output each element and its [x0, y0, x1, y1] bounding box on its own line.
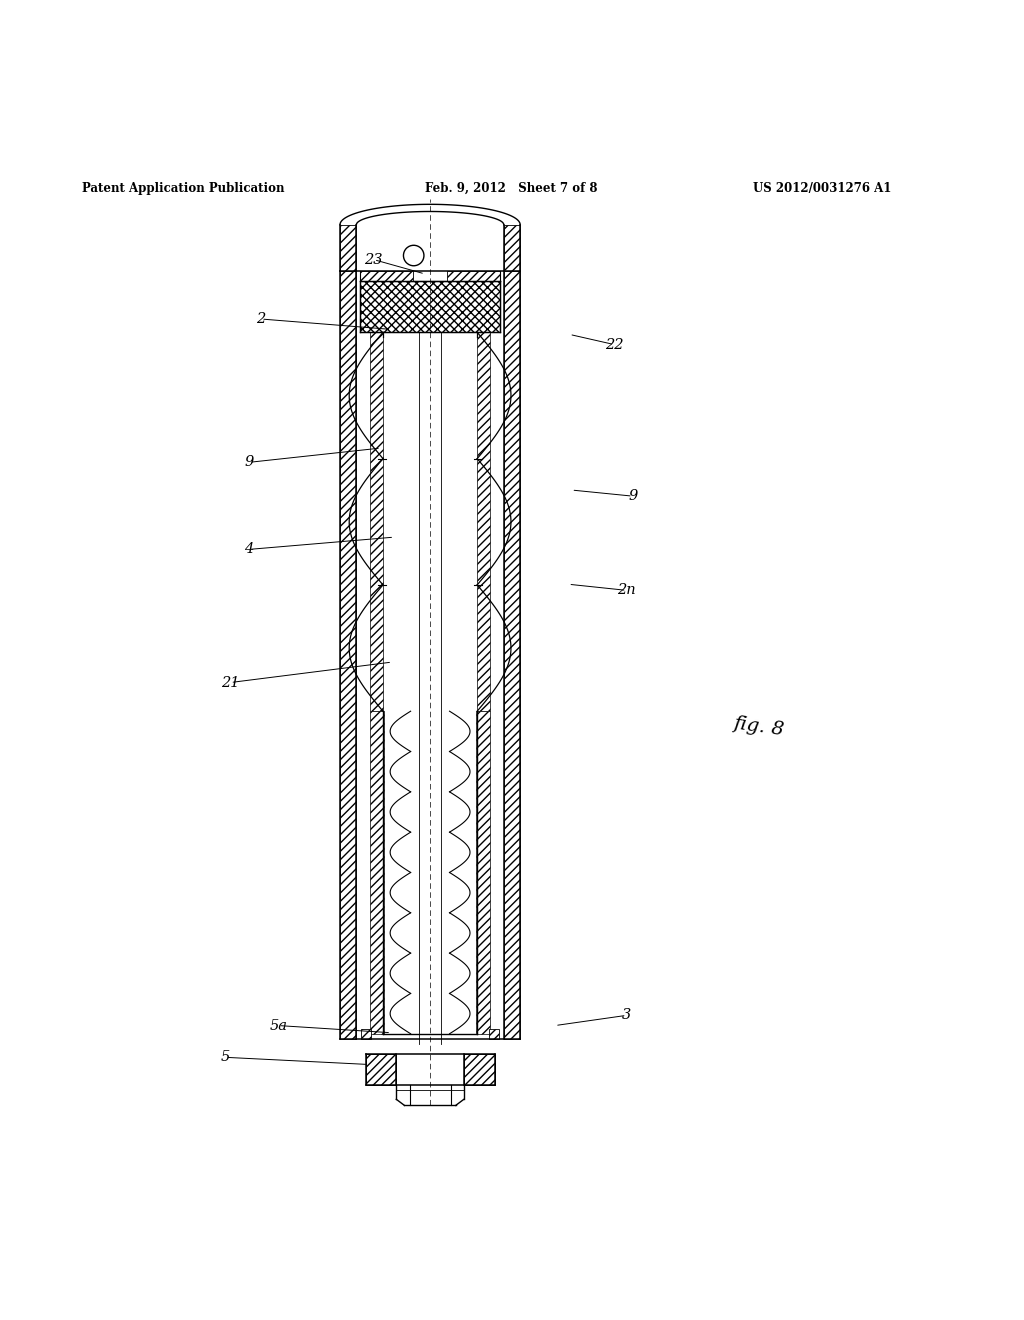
Bar	[477, 333, 490, 711]
Bar	[340, 271, 356, 1039]
Text: 5: 5	[220, 1051, 230, 1064]
Text: 4: 4	[244, 543, 254, 557]
Polygon shape	[340, 205, 520, 224]
Text: 2: 2	[256, 312, 266, 326]
Bar	[476, 711, 490, 1034]
Text: 21: 21	[221, 676, 240, 689]
Bar	[447, 271, 500, 281]
Bar	[360, 271, 413, 281]
Bar	[360, 281, 500, 333]
Text: 3: 3	[622, 1008, 632, 1022]
Text: fig. 8: fig. 8	[732, 714, 785, 739]
Text: Feb. 9, 2012   Sheet 7 of 8: Feb. 9, 2012 Sheet 7 of 8	[425, 182, 597, 195]
Bar	[504, 224, 520, 271]
Bar	[361, 1028, 371, 1039]
Bar	[370, 711, 384, 1034]
Polygon shape	[340, 205, 520, 224]
Text: 9: 9	[244, 455, 254, 470]
Bar	[340, 224, 356, 271]
Text: 9: 9	[628, 490, 638, 503]
Text: 22: 22	[605, 338, 624, 351]
Bar	[489, 1028, 499, 1039]
Bar	[370, 333, 383, 711]
Text: 2n: 2n	[617, 583, 636, 598]
Bar	[504, 271, 520, 1039]
Bar	[464, 1055, 495, 1085]
Text: Patent Application Publication: Patent Application Publication	[82, 182, 285, 195]
Bar	[366, 1055, 396, 1085]
Text: 5a: 5a	[269, 1019, 288, 1032]
Text: 23: 23	[365, 252, 383, 267]
Text: US 2012/0031276 A1: US 2012/0031276 A1	[753, 182, 891, 195]
